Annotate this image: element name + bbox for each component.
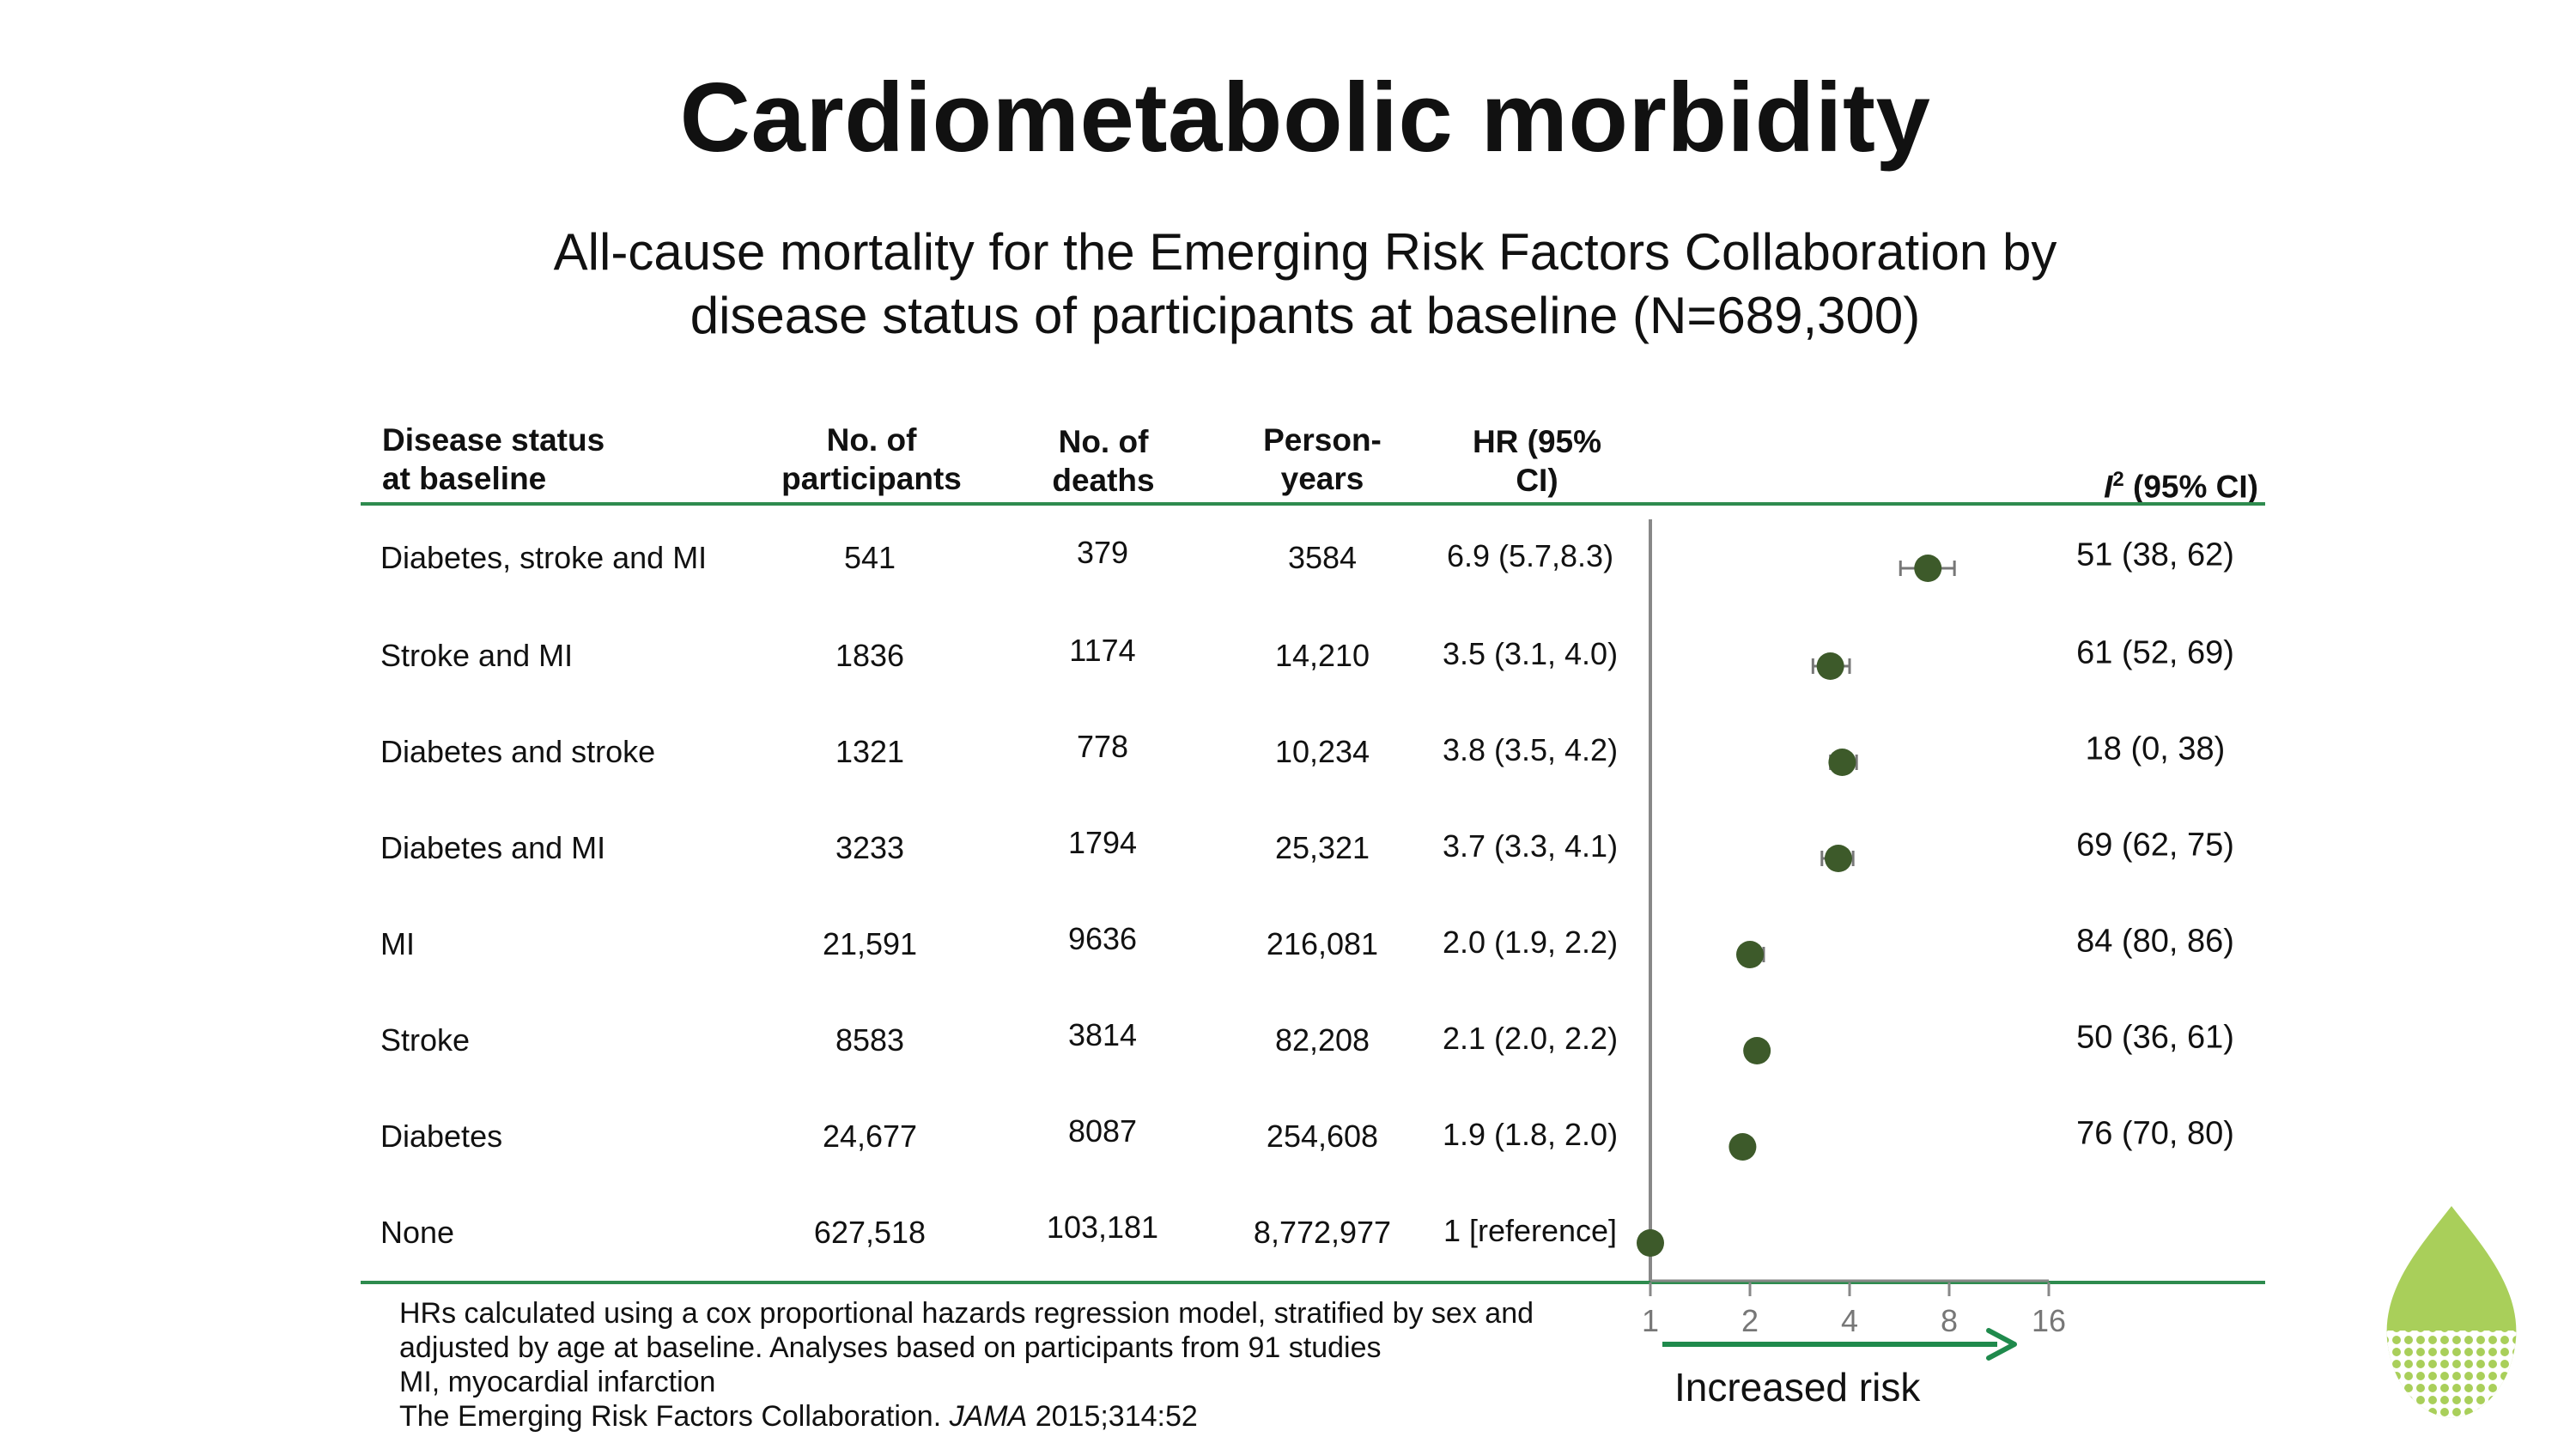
row-hr: 3.8 (3.5, 4.2)	[1442, 732, 1619, 767]
row-deaths: 1794	[1067, 825, 1138, 860]
header-hr: HR (95% CI)	[1472, 424, 1602, 498]
header-person-years: Person- years	[1263, 422, 1382, 496]
plot-marks	[1637, 555, 1956, 1257]
row-hr: 6.9 (5.7,8.3)	[1446, 538, 1614, 573]
row-person-years: 3584	[1287, 540, 1358, 575]
hr-point	[1828, 749, 1856, 776]
row-hr: 1 [reference]	[1443, 1213, 1618, 1248]
row-person-years: 216,081	[1266, 926, 1379, 961]
hr-point	[1743, 1037, 1771, 1064]
row-deaths: 778	[1076, 729, 1129, 764]
row-hr: 3.5 (3.1, 4.0)	[1442, 636, 1619, 671]
header-rule	[361, 502, 2265, 506]
row-person-years: 25,321	[1274, 830, 1370, 865]
row-participants: 8583	[835, 1022, 905, 1058]
hr-point	[1728, 1133, 1757, 1161]
row-person-years: 8,772,977	[1253, 1215, 1392, 1250]
hr-point	[1637, 1229, 1664, 1257]
row-participants: 3233	[835, 830, 905, 865]
header-i2: I2 (95% CI)	[2104, 468, 2258, 505]
row-person-years: 82,208	[1274, 1022, 1370, 1058]
hr-point	[1816, 652, 1844, 680]
row-status: Diabetes	[380, 1119, 503, 1154]
risk-arrow-head	[1986, 1328, 2017, 1361]
header-disease-status: Disease status at baseline	[382, 422, 605, 496]
x-tick-label: 4	[1841, 1303, 1858, 1338]
row-i2: 51 (38, 62)	[2076, 537, 2234, 573]
row-hr: 2.1 (2.0, 2.2)	[1442, 1021, 1619, 1056]
row-status: Diabetes, stroke and MI	[380, 540, 708, 575]
row-status: Stroke and MI	[380, 638, 574, 673]
row-i2: 84 (80, 86)	[2076, 923, 2234, 960]
footnote-line1: HRs calculated using a cox proportional …	[399, 1297, 1534, 1330]
row-status: Diabetes and MI	[380, 830, 606, 865]
plot-axis: 1 2 4 8 16 Increased risk	[1642, 519, 2066, 1410]
row-status: Stroke	[380, 1022, 471, 1058]
row-participants: 24,677	[822, 1119, 918, 1154]
row-deaths: 9636	[1067, 921, 1138, 956]
header-participants: No. of participants	[781, 422, 962, 496]
row-deaths: 1174	[1069, 633, 1136, 668]
hr-point	[1914, 555, 1942, 582]
header-deaths: No. of deaths	[1052, 424, 1155, 498]
row-hr: 1.9 (1.8, 2.0)	[1442, 1117, 1619, 1152]
row-hr: 2.0 (1.9, 2.2)	[1442, 925, 1619, 960]
row-person-years: 14,210	[1274, 638, 1370, 673]
hr-point	[1824, 845, 1852, 872]
leaf-logo-icon	[2386, 1206, 2517, 1418]
row-deaths: 379	[1076, 535, 1129, 570]
row-deaths: 8087	[1067, 1113, 1138, 1149]
row-participants: 1836	[835, 638, 905, 673]
row-person-years: 10,234	[1274, 734, 1370, 769]
footnote-block: HRs calculated using a cox proportional …	[399, 1296, 1534, 1434]
hr-point	[1736, 941, 1764, 968]
row-i2: 18 (0, 38)	[2085, 731, 2226, 767]
row-participants: 1321	[835, 734, 905, 769]
row-status: Diabetes and stroke	[380, 734, 656, 769]
x-tick-label: 8	[1941, 1303, 1958, 1338]
row-deaths: 103,181	[1046, 1210, 1159, 1245]
row-status: MI	[380, 926, 415, 961]
row-i2: 76 (70, 80)	[2076, 1115, 2234, 1152]
row-participants: 627,518	[813, 1215, 927, 1250]
row-i2: 61 (52, 69)	[2076, 634, 2234, 671]
bottom-rule	[361, 1281, 2265, 1284]
slide-title: Cardiometabolic morbidity	[679, 64, 1931, 173]
row-i2: 69 (62, 75)	[2076, 827, 2234, 864]
x-tick-label: 1	[1642, 1303, 1659, 1338]
row-status: None	[380, 1215, 455, 1250]
footnote-citation: The Emerging Risk Factors Collaboration.…	[399, 1400, 1198, 1433]
x-tick-label: 2	[1741, 1303, 1759, 1338]
footnote-line2: adjusted by age at baseline. Analyses ba…	[399, 1331, 1382, 1364]
x-tick-label: 16	[2032, 1303, 2066, 1338]
slide-subtitle-line1: All-cause mortality for the Emerging Ris…	[553, 223, 2057, 281]
row-deaths: 3814	[1067, 1017, 1138, 1052]
row-person-years: 254,608	[1266, 1119, 1379, 1154]
footnote-line3: MI, myocardial infarction	[399, 1366, 716, 1398]
row-participants: 541	[843, 540, 896, 575]
row-participants: 21,591	[822, 926, 918, 961]
row-hr: 3.7 (3.3, 4.1)	[1442, 828, 1619, 864]
row-i2: 50 (36, 61)	[2076, 1019, 2234, 1056]
risk-label: Increased risk	[1674, 1365, 1921, 1410]
slide-subtitle-line2: disease status of participants at baseli…	[690, 287, 1921, 344]
